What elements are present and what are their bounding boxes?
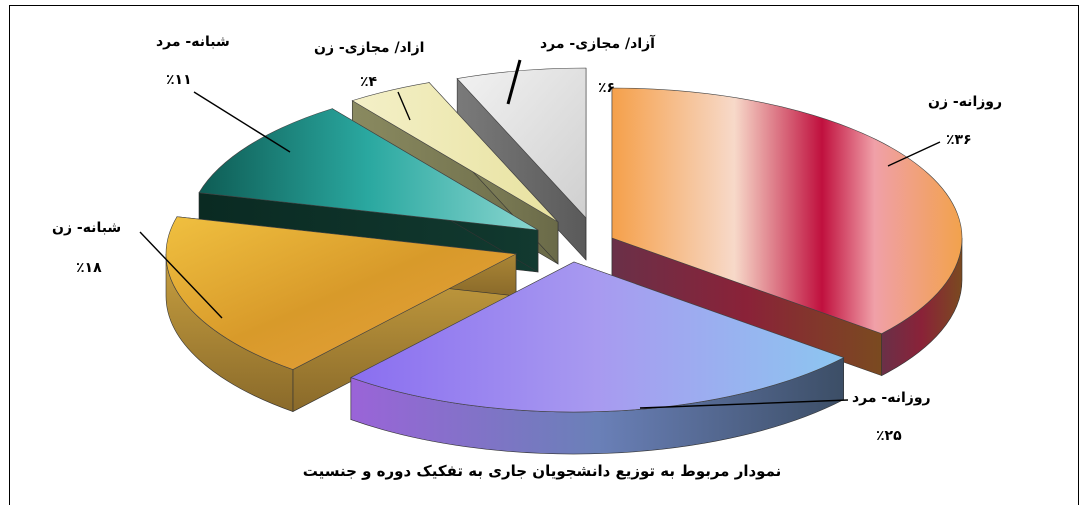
- leader-line-0: [887, 141, 941, 167]
- slice-label-3: شبانه- مرد: [156, 34, 230, 50]
- slice-value-3: ٪۱۱: [166, 72, 192, 88]
- slice-value-4: ٪۴: [360, 74, 378, 90]
- slice-1: [350, 261, 845, 413]
- slice-3: [198, 108, 539, 231]
- slice-value-2: ٪۱۸: [76, 260, 102, 276]
- slice-value-0: ٪۳۶: [946, 132, 972, 148]
- chart-title: نمودار مربوط به توزیع دانشجویان جاری به …: [302, 462, 782, 480]
- slice-label-0: روزانه- زن: [928, 94, 1003, 110]
- slice-label-2: شبانه- زن: [52, 220, 122, 236]
- slice-5: [456, 67, 587, 219]
- leader-line-4: [397, 91, 411, 121]
- slice-value-1: ٪۲۵: [876, 428, 902, 444]
- slice-label-4: ازاد/ مجازی- زن: [314, 40, 425, 56]
- slice-label-1: روزانه- مرد: [852, 390, 931, 406]
- slice-value-5: ٪۶: [598, 80, 616, 96]
- slice-2: [165, 216, 518, 370]
- slice-label-5: آزاد/ مجازی- مرد: [540, 36, 655, 52]
- leader-line-3: [193, 91, 291, 153]
- slice-0: [611, 87, 963, 334]
- leader-line-5: [506, 59, 522, 105]
- slice-4: [351, 82, 559, 223]
- leader-line-2: [139, 231, 223, 319]
- leader-line-1: [639, 399, 849, 409]
